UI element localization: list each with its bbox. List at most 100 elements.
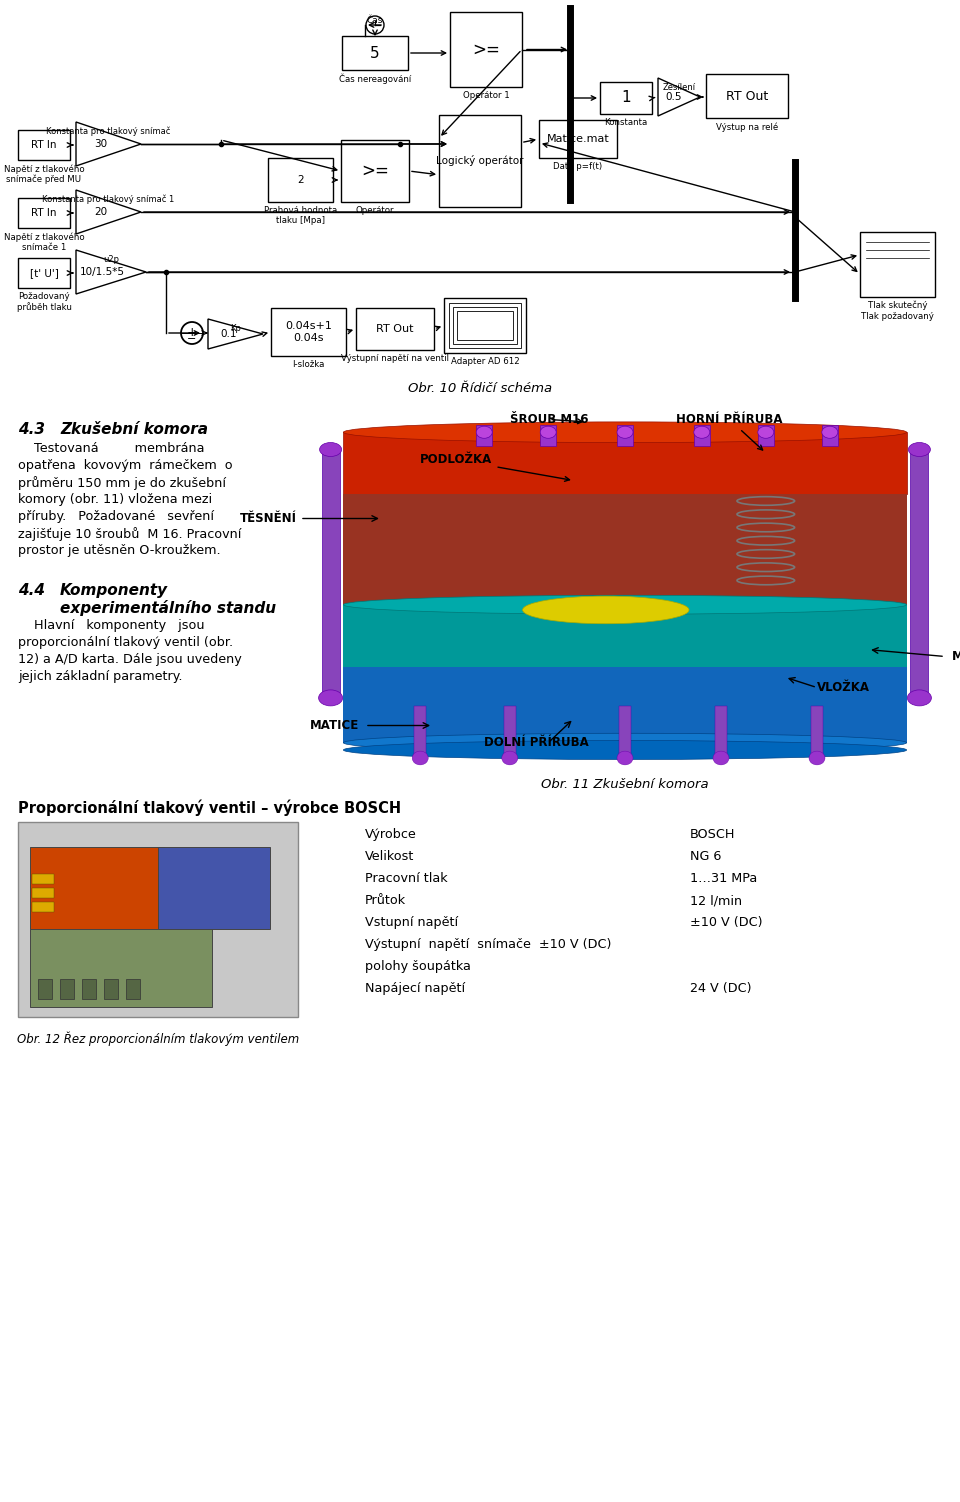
Text: Čas nereagování: Čas nereagování xyxy=(339,74,411,84)
FancyBboxPatch shape xyxy=(540,425,556,446)
Polygon shape xyxy=(76,189,141,234)
FancyBboxPatch shape xyxy=(617,425,633,446)
FancyBboxPatch shape xyxy=(18,822,298,1017)
FancyBboxPatch shape xyxy=(356,308,434,350)
Text: >=: >= xyxy=(472,41,500,59)
Text: Napětí z tlakového
snímače před MU: Napětí z tlakového snímače před MU xyxy=(4,164,84,185)
FancyBboxPatch shape xyxy=(694,425,709,446)
FancyBboxPatch shape xyxy=(82,979,96,999)
Ellipse shape xyxy=(617,751,633,765)
Text: Kp: Kp xyxy=(230,324,241,333)
Text: Tlak skutečný
Tlak požadovaný: Tlak skutečný Tlak požadovaný xyxy=(861,300,934,321)
Ellipse shape xyxy=(540,427,556,439)
Ellipse shape xyxy=(694,427,709,439)
FancyBboxPatch shape xyxy=(32,888,54,898)
FancyBboxPatch shape xyxy=(619,706,631,759)
Ellipse shape xyxy=(713,751,729,765)
Text: HORNÍ PŘÍRUBA: HORNÍ PŘÍRUBA xyxy=(676,413,782,451)
Text: Logický operátor: Logický operátor xyxy=(436,156,524,167)
Text: Konstanta: Konstanta xyxy=(605,119,648,128)
Text: Proporcionální tlakový ventil – výrobce BOSCH: Proporcionální tlakový ventil – výrobce … xyxy=(18,801,401,817)
Text: DOLNÍ PŘÍRUBA: DOLNÍ PŘÍRUBA xyxy=(484,736,588,749)
Text: BOSCH: BOSCH xyxy=(690,828,735,841)
FancyBboxPatch shape xyxy=(344,667,906,743)
Text: Napětí z tlakového
snímače 1: Napětí z tlakového snímače 1 xyxy=(4,231,84,252)
Text: experimentálního standu: experimentálního standu xyxy=(60,599,276,616)
Text: 12 l/min: 12 l/min xyxy=(690,894,742,907)
Ellipse shape xyxy=(809,751,825,765)
FancyBboxPatch shape xyxy=(822,425,838,446)
Text: Obr. 12 Řez proporcionálním tlakovým ventilem: Obr. 12 Řez proporcionálním tlakovým ven… xyxy=(17,1030,300,1045)
FancyBboxPatch shape xyxy=(30,847,164,930)
Text: 2: 2 xyxy=(298,176,303,185)
FancyBboxPatch shape xyxy=(539,120,617,158)
Text: Obr. 10 Řídičí schéma: Obr. 10 Řídičí schéma xyxy=(408,382,552,395)
FancyBboxPatch shape xyxy=(450,12,522,87)
Text: zajišťuje 10 šroubů  M 16. Pracovní: zajišťuje 10 šroubů M 16. Pracovní xyxy=(18,527,241,541)
Text: 0.04s+1
0.04s: 0.04s+1 0.04s xyxy=(285,321,332,342)
Text: 10/1.5*5: 10/1.5*5 xyxy=(80,267,125,276)
Text: Průtok: Průtok xyxy=(365,894,406,907)
Ellipse shape xyxy=(344,733,906,753)
FancyBboxPatch shape xyxy=(18,198,70,228)
FancyBboxPatch shape xyxy=(811,706,823,759)
Text: TĚSNĚNÍ: TĚSNĚNÍ xyxy=(240,512,297,526)
Text: PODLOŽKA: PODLOŽKA xyxy=(420,454,569,481)
Ellipse shape xyxy=(502,751,517,765)
FancyBboxPatch shape xyxy=(444,297,526,353)
Text: 4.4: 4.4 xyxy=(18,583,45,598)
Text: ±10 V (DC): ±10 V (DC) xyxy=(690,916,762,930)
Text: 30: 30 xyxy=(94,140,108,149)
Text: příruby.   Požadované   sevření: příruby. Požadované sevření xyxy=(18,511,214,523)
Text: 0.5: 0.5 xyxy=(665,92,683,102)
FancyBboxPatch shape xyxy=(104,979,118,999)
FancyBboxPatch shape xyxy=(60,979,74,999)
Text: Testovaná         membrána: Testovaná membrána xyxy=(18,442,204,455)
Ellipse shape xyxy=(617,427,633,439)
FancyBboxPatch shape xyxy=(18,131,70,161)
Text: MEMBRÁNA: MEMBRÁNA xyxy=(951,650,960,662)
Text: NG 6: NG 6 xyxy=(690,850,721,864)
FancyBboxPatch shape xyxy=(342,36,408,71)
Ellipse shape xyxy=(757,427,774,439)
Polygon shape xyxy=(76,249,146,294)
Text: Matice.mat: Matice.mat xyxy=(546,134,610,144)
FancyBboxPatch shape xyxy=(32,874,54,885)
Ellipse shape xyxy=(320,443,342,457)
Text: Konstanta pro tlakový snímač 1: Konstanta pro tlakový snímač 1 xyxy=(42,195,175,204)
FancyBboxPatch shape xyxy=(268,158,333,201)
FancyBboxPatch shape xyxy=(341,140,409,201)
FancyBboxPatch shape xyxy=(305,415,945,760)
FancyBboxPatch shape xyxy=(18,258,70,288)
FancyBboxPatch shape xyxy=(344,494,906,605)
Polygon shape xyxy=(658,78,700,116)
Text: Prahová hodnota
tlaku [Mpa]: Prahová hodnota tlaku [Mpa] xyxy=(264,206,337,225)
Ellipse shape xyxy=(319,689,343,706)
Text: MATICE: MATICE xyxy=(310,719,359,731)
Text: 0.1: 0.1 xyxy=(221,329,237,339)
Ellipse shape xyxy=(344,740,906,760)
Text: Vstupní napětí: Vstupní napětí xyxy=(365,916,458,930)
FancyBboxPatch shape xyxy=(271,308,346,356)
FancyBboxPatch shape xyxy=(126,979,140,999)
Text: Výstup na relé: Výstup na relé xyxy=(716,122,779,132)
Text: +: + xyxy=(186,326,198,339)
FancyBboxPatch shape xyxy=(476,425,492,446)
Polygon shape xyxy=(208,318,263,348)
Text: Konstanta pro tlakový snímač: Konstanta pro tlakový snímač xyxy=(46,128,171,137)
Text: Operátor 1: Operátor 1 xyxy=(463,92,510,101)
Text: 1: 1 xyxy=(621,90,631,105)
FancyBboxPatch shape xyxy=(860,231,935,297)
Text: komory (obr. 11) vložena mezi: komory (obr. 11) vložena mezi xyxy=(18,493,212,506)
Ellipse shape xyxy=(344,422,906,443)
Text: 1…31 MPa: 1…31 MPa xyxy=(690,873,757,885)
Text: >=: >= xyxy=(361,162,389,180)
Ellipse shape xyxy=(908,443,930,457)
Text: Hlavní   komponenty   jsou: Hlavní komponenty jsou xyxy=(18,619,204,632)
FancyBboxPatch shape xyxy=(910,449,928,698)
Text: 20: 20 xyxy=(94,207,108,216)
Text: Operátor: Operátor xyxy=(356,206,395,215)
Text: polohy šoupátka: polohy šoupátka xyxy=(365,960,470,973)
Ellipse shape xyxy=(907,689,931,706)
Text: opatřena  kovovým  rámečkem  o: opatřena kovovým rámečkem o xyxy=(18,460,232,472)
